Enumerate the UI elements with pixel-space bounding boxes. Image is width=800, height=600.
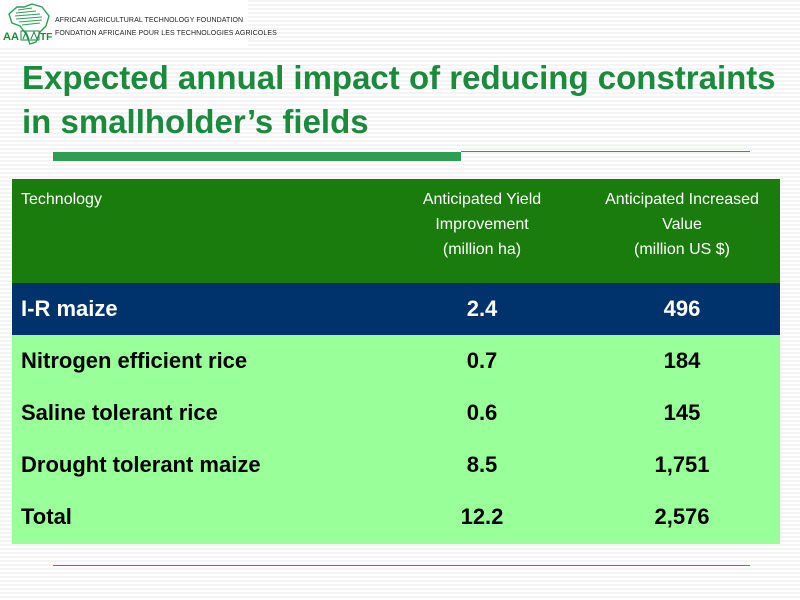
yield-cell: 0.7 — [466, 348, 498, 373]
yield-cell: 12.2 — [460, 504, 504, 529]
aatf-logo-icon: AA TF — [3, 3, 52, 45]
technology-cell: Total — [21, 504, 72, 529]
impact-table: Technology Anticipated Yield Improvement… — [12, 179, 780, 544]
logo-name-english: AFRICAN AGRICULTURAL TECHNOLOGY FOUNDATI… — [55, 17, 244, 24]
technology-cell: Nitrogen efficient rice — [21, 348, 248, 373]
svg-text:AA: AA — [3, 31, 19, 43]
yield-cell: 0.6 — [466, 400, 498, 425]
footer-rule — [53, 565, 750, 566]
value-cell: 496 — [663, 296, 701, 321]
svg-text:TF: TF — [40, 32, 52, 43]
title-underline-thick — [53, 152, 461, 161]
header-technology: Technology — [21, 191, 102, 208]
technology-cell: I-R maize — [21, 296, 118, 321]
slide-title: Expected annual impact of reducing const… — [22, 59, 776, 140]
value-cell: 184 — [663, 348, 701, 373]
logo: AA TF AFRICAN AGRICULTURAL TECHNOLOGY FO… — [0, 0, 277, 48]
yield-cell: 8.5 — [466, 452, 498, 477]
value-cell: 1,751 — [654, 452, 710, 477]
table-header-row: Technology Anticipated Yield Improvement… — [12, 179, 780, 283]
table-row: Drought tolerant maize 8.5 1,751 — [12, 439, 780, 491]
table-total-row: Total 12.2 2,576 — [12, 491, 780, 544]
title-underline-thin — [461, 151, 750, 152]
value-cell: 2,576 — [654, 504, 710, 529]
table-row: Nitrogen efficient rice 0.7 184 — [12, 335, 780, 387]
header-yield-improvement: Anticipated Yield Improvement (million h… — [422, 191, 542, 258]
yield-cell: 2.4 — [466, 296, 498, 321]
value-cell: 145 — [663, 400, 701, 425]
header-increased-value: Anticipated Increased Value (million US … — [605, 191, 759, 258]
table-row: Saline tolerant rice 0.6 145 — [12, 387, 780, 439]
logo-name-french: FONDATION AFRICAINE POUR LES TECHNOLOGIE… — [55, 30, 277, 37]
technology-cell: Drought tolerant maize — [21, 452, 261, 477]
technology-cell: Saline tolerant rice — [21, 400, 218, 425]
table-row: I-R maize 2.4 496 — [12, 283, 780, 335]
